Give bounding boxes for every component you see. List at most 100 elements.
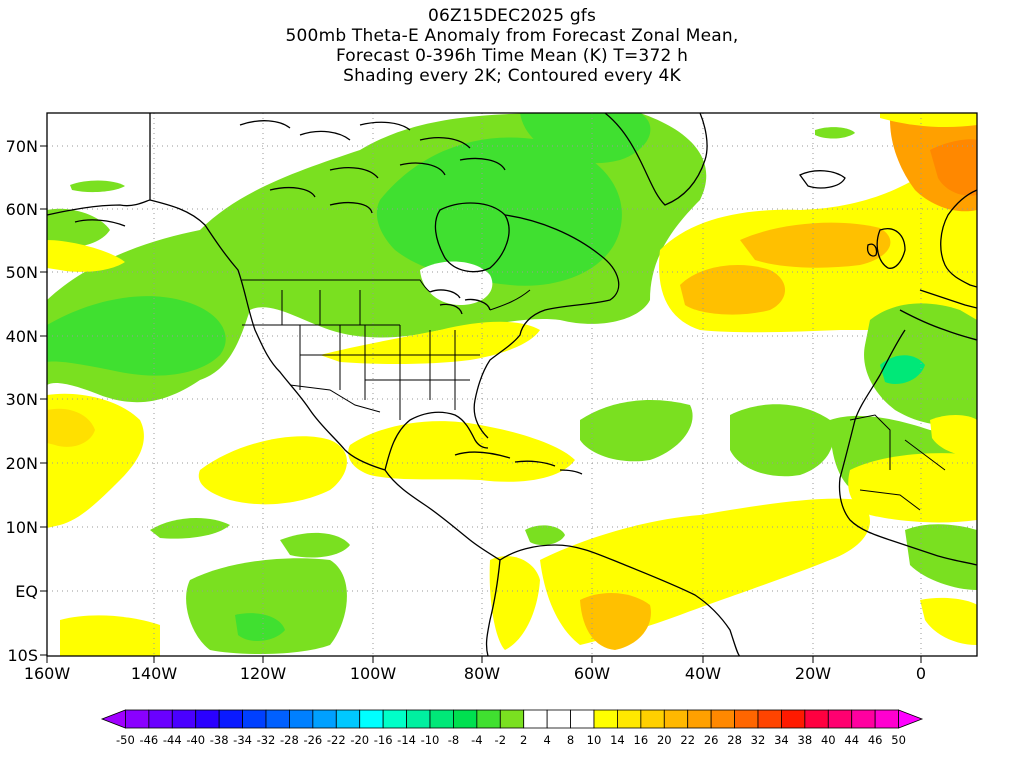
colorbar-label: -40 bbox=[186, 733, 205, 747]
colorbar-label: 14 bbox=[610, 733, 625, 747]
colorbar-swatch bbox=[570, 709, 595, 729]
lon-label-160w: 160W bbox=[24, 664, 71, 683]
colorbar-label: -26 bbox=[303, 733, 322, 747]
green-region-pacific-teal bbox=[47, 296, 226, 376]
colorbar-label: 44 bbox=[844, 733, 859, 747]
colorbar-swatch bbox=[265, 709, 290, 729]
colorbar-swatch bbox=[125, 709, 150, 729]
title-line-2: 500mb Theta-E Anomaly from Forecast Zona… bbox=[285, 26, 739, 46]
map-gridlines bbox=[47, 113, 977, 656]
map-title: 06Z15DEC2025 gfs 500mb Theta-E Anomaly f… bbox=[0, 6, 1024, 86]
colorbar-label: -44 bbox=[163, 733, 182, 747]
coastline-great-lakes bbox=[429, 289, 491, 315]
yellow-patch-tropical-west bbox=[60, 615, 160, 656]
colorbar-swatch bbox=[546, 709, 571, 729]
colorbar-label: -16 bbox=[374, 733, 393, 747]
colorbar-label: 4 bbox=[543, 733, 550, 747]
coastline-greenland bbox=[604, 113, 708, 206]
coastline-iceland bbox=[799, 170, 846, 189]
colorbar-label: -28 bbox=[280, 733, 299, 747]
coastline-arctic-islands bbox=[239, 120, 506, 214]
colorbar-label: -8 bbox=[448, 733, 459, 747]
green-patch-alaska-west bbox=[47, 208, 110, 247]
colorbar-label: -20 bbox=[350, 733, 369, 747]
colorbar-swatch bbox=[827, 709, 853, 729]
colorbar-label: -2 bbox=[495, 733, 506, 747]
colorbar-swatch bbox=[804, 709, 829, 729]
colorbar-swatch bbox=[898, 709, 924, 729]
green-patch-hudson bbox=[815, 127, 855, 139]
coastline-europe bbox=[899, 189, 977, 341]
colorbar-swatch bbox=[218, 709, 243, 729]
lon-axis: 160W 140W 120W 100W 80W 60W 40W 20W 0 bbox=[24, 656, 926, 683]
yellow-region-pacific-subtropic bbox=[198, 436, 347, 505]
yellow-region-sahel bbox=[848, 453, 977, 523]
yellow-patch-south-atlantic bbox=[920, 597, 977, 645]
border-africa bbox=[849, 414, 946, 511]
colorbar-swatch bbox=[757, 709, 782, 729]
colorbar-label: 20 bbox=[657, 733, 672, 747]
orange-dark-region-europe bbox=[930, 139, 977, 196]
anomaly-shading bbox=[47, 113, 977, 656]
colorbar-label: 50 bbox=[891, 733, 906, 747]
colorbar-swatch bbox=[874, 709, 899, 729]
colorbar-label: -46 bbox=[139, 733, 158, 747]
yellow-region-south-america-west bbox=[489, 556, 540, 650]
colorbar-label: -22 bbox=[327, 733, 346, 747]
lat-label-70n: 70N bbox=[6, 137, 38, 156]
green-region-canada-core bbox=[376, 137, 622, 286]
colorbar-label: -32 bbox=[257, 733, 276, 747]
lat-label-30n: 30N bbox=[6, 390, 38, 409]
lon-label-100w: 100W bbox=[350, 664, 397, 683]
colorbar-label: -14 bbox=[397, 733, 416, 747]
green-patch-pacific-1 bbox=[280, 532, 350, 558]
teal-patch-morocco bbox=[880, 355, 925, 385]
map-frame bbox=[46, 112, 978, 657]
colorbar-swatch bbox=[148, 709, 173, 729]
colorbar-label: -4 bbox=[471, 733, 482, 747]
coastline-hudson-bay bbox=[434, 202, 510, 273]
colorbar-swatch bbox=[734, 709, 759, 729]
border-us-states bbox=[242, 290, 480, 420]
colorbar-swatch bbox=[523, 709, 548, 729]
colorbar-label: -10 bbox=[421, 733, 440, 747]
colorbar-label: 8 bbox=[567, 733, 574, 747]
coastline-gulf bbox=[384, 411, 489, 471]
colorbar-label: 26 bbox=[704, 733, 719, 747]
teal-patch-pacific bbox=[235, 613, 285, 642]
colorbar-label: -50 bbox=[116, 733, 135, 747]
colorbar-swatch bbox=[382, 709, 407, 729]
colorbar-swatch bbox=[687, 709, 712, 729]
lat-label-40n: 40N bbox=[6, 327, 38, 346]
lat-axis: 70N 60N 50N 40N 30N 20N 10N EQ 10S bbox=[6, 137, 47, 665]
colorbar-swatch bbox=[429, 709, 454, 729]
coastline-central-america bbox=[384, 469, 501, 561]
lat-label-10s: 10S bbox=[7, 646, 38, 665]
border-us-mexico bbox=[289, 384, 381, 413]
colorbar-swatch bbox=[851, 709, 876, 729]
orange-patch-west-pacific bbox=[47, 408, 95, 447]
lat-label-10n: 10N bbox=[6, 518, 38, 537]
green-patch-bering bbox=[70, 180, 125, 193]
yellow-patch-hawaii bbox=[47, 240, 125, 272]
lon-label-80w: 80W bbox=[464, 664, 500, 683]
orange-region-northeast-atlantic bbox=[740, 222, 891, 268]
colorbar-swatch bbox=[335, 709, 361, 729]
colorbar-swatch bbox=[359, 709, 384, 729]
orange-patch-amazon bbox=[580, 593, 651, 650]
lon-label-120w: 120W bbox=[240, 664, 287, 683]
colorbar-swatch bbox=[593, 709, 618, 729]
colorbar-swatch bbox=[242, 709, 267, 729]
lat-label-20n: 20N bbox=[6, 454, 38, 473]
lon-label-0: 0 bbox=[916, 664, 926, 683]
colorbar-label: -38 bbox=[210, 733, 229, 747]
coastlines bbox=[47, 113, 977, 656]
border-us-canada bbox=[242, 279, 531, 311]
lon-label-40w: 40W bbox=[685, 664, 721, 683]
colorbar-label: 22 bbox=[680, 733, 695, 747]
lat-label-50n: 50N bbox=[6, 263, 38, 282]
yellow-patch-arctic-east bbox=[880, 113, 977, 128]
colorbar-swatch bbox=[312, 709, 337, 729]
colorbar-swatch bbox=[453, 709, 478, 729]
